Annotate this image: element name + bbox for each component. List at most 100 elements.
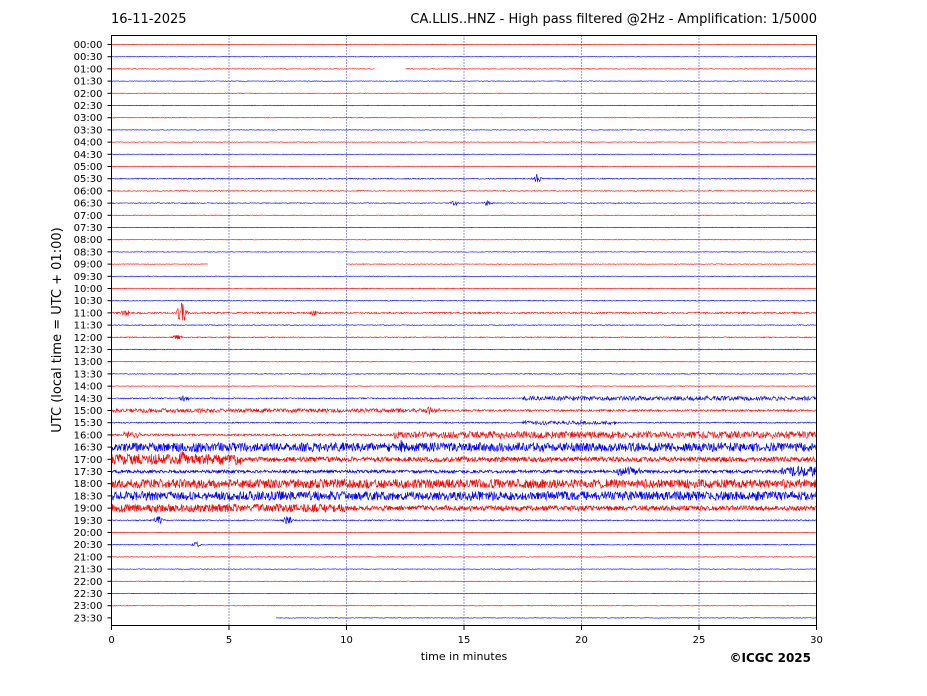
y-tick-label: 03:30 — [74, 125, 103, 136]
y-tick-label: 11:30 — [74, 321, 103, 332]
trace-line — [111, 556, 817, 558]
trace-row-1700 — [111, 451, 817, 466]
y-tick-label: 01:30 — [74, 77, 103, 88]
trace-row-1100 — [111, 302, 817, 321]
x-tick-label: 0 — [108, 635, 114, 646]
y-tick-label: 21:30 — [74, 565, 103, 576]
y-tick-label: 07:00 — [74, 211, 103, 222]
traces-group — [111, 43, 817, 619]
trace-row-1130 — [111, 324, 817, 327]
y-tick-label: 04:30 — [74, 150, 103, 161]
trace-row-1800 — [111, 478, 817, 490]
trace-row-1300 — [111, 360, 817, 363]
x-tick-label: 20 — [575, 635, 588, 646]
trace-row-1930 — [111, 516, 817, 525]
trace-row-2130 — [111, 568, 817, 570]
y-tick-label: 12:30 — [74, 345, 103, 356]
trace-line — [275, 617, 817, 619]
trace-line — [111, 129, 817, 131]
y-tick-label: 08:00 — [74, 235, 103, 246]
trace-row-2330 — [275, 617, 817, 619]
y-tick-label: 06:30 — [74, 199, 103, 210]
trace-line — [111, 302, 817, 321]
y-tick-label: 18:30 — [74, 491, 103, 502]
trace-row-0430 — [111, 153, 817, 156]
trace-row-0400 — [111, 141, 817, 143]
trace-line — [111, 516, 817, 525]
trace-row-1900 — [111, 502, 817, 514]
x-axis-ticks: 0 5 10 15 20 25 30 — [108, 625, 823, 646]
trace-row-0600 — [111, 189, 817, 192]
trace-line — [111, 541, 817, 548]
y-tick-label: 10:00 — [74, 284, 103, 295]
trace-row-2030 — [111, 541, 817, 548]
trace-line — [111, 299, 817, 302]
y-tick-label: 13:30 — [74, 369, 103, 380]
trace-line — [111, 189, 817, 192]
trace-row-0530 — [111, 173, 817, 183]
trace-line — [111, 531, 817, 534]
y-tick-label: 23:00 — [74, 601, 103, 612]
y-tick-label: 19:30 — [74, 516, 103, 527]
trace-row-1830 — [111, 490, 817, 502]
trace-line — [111, 580, 817, 583]
y-tick-label: 02:00 — [74, 89, 103, 100]
trace-line — [111, 334, 817, 340]
trace-row-2200 — [111, 580, 817, 583]
trace-line — [111, 68, 817, 70]
x-tick-label: 10 — [340, 635, 353, 646]
x-tick-label: 15 — [458, 635, 471, 646]
trace-row-0300 — [111, 116, 817, 119]
y-tick-label: 13:00 — [74, 357, 103, 368]
y-tick-label: 16:00 — [74, 430, 103, 441]
chart-title: CA.LLIS..HNZ - High pass filtered @2Hz -… — [410, 12, 817, 27]
trace-line — [111, 141, 817, 143]
y-tick-label: 09:30 — [74, 272, 103, 283]
trace-row-1200 — [111, 334, 817, 340]
x-axis-label: time in minutes — [421, 650, 508, 663]
y-tick-label: 18:00 — [74, 479, 103, 490]
trace-line — [111, 226, 817, 229]
trace-line — [111, 348, 817, 351]
y-tick-label: 05:30 — [74, 174, 103, 185]
y-tick-label: 11:00 — [74, 308, 103, 319]
y-tick-label: 06:00 — [74, 186, 103, 197]
y-tick-label: 00:00 — [74, 40, 103, 51]
trace-row-1630 — [111, 439, 817, 453]
y-tick-label: 19:00 — [74, 504, 103, 515]
y-tick-label: 07:30 — [74, 223, 103, 234]
copyright-label: ©ICGC 2025 — [729, 651, 811, 665]
trace-line — [111, 199, 817, 207]
trace-line — [111, 451, 817, 466]
trace-line — [111, 478, 817, 490]
trace-line — [111, 153, 817, 156]
trace-row-0330 — [111, 129, 817, 131]
y-tick-label: 15:30 — [74, 418, 103, 429]
y-tick-label: 14:30 — [74, 394, 103, 405]
trace-row-1400 — [111, 385, 817, 387]
grid-group — [228, 35, 700, 626]
y-tick-label: 01:00 — [74, 64, 103, 75]
x-tick-label: 25 — [693, 635, 706, 646]
trace-line — [111, 173, 817, 183]
trace-row-1330 — [111, 372, 817, 375]
trace-line — [111, 502, 817, 514]
trace-row-0100 — [111, 68, 817, 70]
y-tick-label: 02:30 — [74, 101, 103, 112]
trace-row-1230 — [111, 348, 817, 351]
trace-line — [111, 372, 817, 375]
trace-line — [111, 360, 817, 363]
trace-row-1030 — [111, 299, 817, 302]
y-tick-label: 10:30 — [74, 296, 103, 307]
x-tick-label: 5 — [226, 635, 232, 646]
trace-line — [111, 385, 817, 387]
y-tick-label: 22:30 — [74, 589, 103, 600]
y-tick-label: 09:00 — [74, 260, 103, 271]
trace-line — [111, 490, 817, 502]
trace-row-0730 — [111, 226, 817, 229]
trace-line — [111, 324, 817, 327]
y-tick-label: 23:30 — [74, 613, 103, 624]
y-tick-label: 20:00 — [74, 528, 103, 539]
